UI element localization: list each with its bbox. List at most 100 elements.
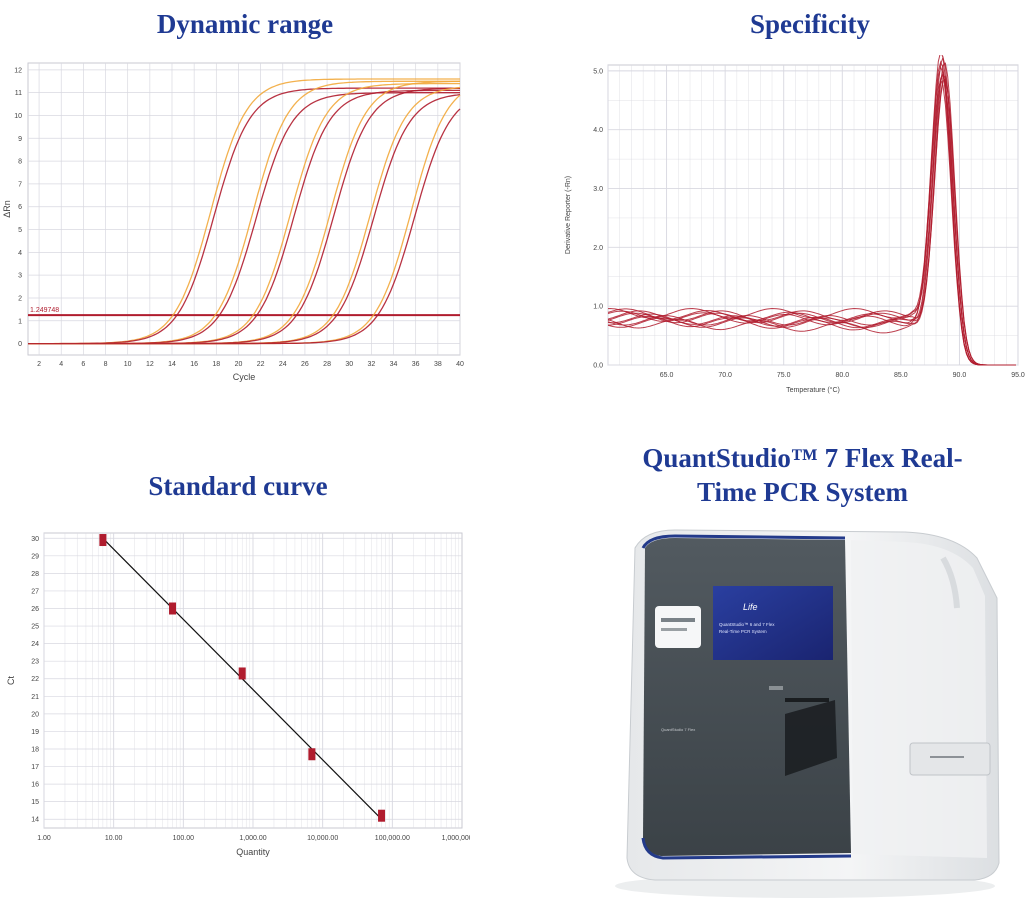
x-tick-label: 65.0 [660,372,674,379]
x-tick-label: 20 [235,361,243,368]
y-tick-label: 17 [31,764,39,771]
screen-line-1: QuantStudio™ 6 and 7 Flex [719,622,775,627]
x-tick-label: 32 [367,361,375,368]
y-tick-label: 15 [31,799,39,806]
plot-area [27,62,461,356]
y-tick-label: 20 [31,711,39,718]
melt-curve [607,65,1016,366]
x-tick-label: 85.0 [894,372,908,379]
y-tick-label: 26 [31,606,39,613]
melt-curve [607,78,1016,366]
standard-curve-plot: 1.00 10.00 100.00 1,000.00 10,000.00 100,000.… [6,532,470,857]
x-tick-label: 2 [37,361,41,368]
x-tick-label: 36 [412,361,420,368]
y-axis-label: Derivative Reporter (-Rn) [565,176,572,254]
x-tick-label: 12 [146,361,154,368]
y-tick-label: 3.0 [593,186,603,193]
amplification-curve [28,108,461,345]
x-tick-label: 14 [168,361,176,368]
y-tick-label: 22 [31,676,39,683]
melt-curve [607,62,1016,366]
x-tick-label: 10.00 [105,835,123,842]
y-tick-label: 29 [31,553,39,560]
instrument-title: QuantStudio™ 7 Flex Real-Time PCR System [642,443,963,507]
x-axis-label: Cycle [233,372,256,382]
y-axis-label: ΔRn [2,200,12,218]
y-tick-label: 27 [31,588,39,595]
x-tick-label: 100,000.00 [375,835,410,842]
y-tick-label: 28 [31,571,39,578]
x-tick-label: 1,000.00 [239,835,266,842]
x-tick-label: 70.0 [718,372,732,379]
x-tick-label: 1.00 [37,835,51,842]
instrument-logo-panel [655,606,701,648]
x-tick-label: 80.0 [835,372,849,379]
instrument-badge: QuantStudio 7 Flex [661,727,695,732]
melt-curve-plot: 65.0 70.0 75.0 80.0 85.0 90.0 95.0 0.0 1.0 2.0 3.0… [565,55,1025,394]
x-tick-label: 95.0 [1011,372,1025,379]
x-tick-label: 40 [456,361,464,368]
dynamic-range-title: Dynamic range [156,9,334,39]
y-tick-label: 3 [18,273,22,280]
y-tick-label: 7 [18,181,22,188]
x-tick-label: 38 [434,361,442,368]
quantstudio-instrument-image: Life QuantStudio™ 6 and 7 Flex Real-Time… [615,529,1000,898]
x-tick-label: 1,000,000.00 [442,835,470,842]
specificity-title: Specificity [750,9,870,39]
x-tick-label: 26 [301,361,309,368]
y-tick-label: 4.0 [593,127,603,134]
y-tick-label: 1.0 [593,304,603,311]
instrument-touchscreen [713,586,833,660]
x-tick-label: 16 [190,361,198,368]
x-tick-label: 10 [124,361,132,368]
x-tick-label: 8 [104,361,108,368]
y-tick-label: 6 [18,204,22,211]
x-tick-label: 34 [390,361,398,368]
y-tick-label: 19 [31,729,39,736]
x-tick-label: 90.0 [953,372,967,379]
screen-brand: Life [743,602,758,612]
x-tick-label: 18 [212,361,220,368]
y-tick-label: 18 [31,746,39,753]
x-tick-label: 6 [81,361,85,368]
y-tick-label: 4 [18,250,22,257]
x-tick-label: 100.00 [173,835,195,842]
y-tick-label: 30 [31,536,39,543]
threshold-label: 1.249748 [30,307,59,314]
y-tick-label: 0 [18,341,22,348]
y-tick-label: 5 [18,227,22,234]
y-tick-label: 24 [31,641,39,648]
y-tick-label: 21 [31,694,39,701]
amplification-plot: 2 4 6 8 10 12 14 16 18 20 22 24 26 28 30 32 34 36 38 400123… [2,62,464,382]
y-axis-label: Ct [6,676,16,685]
y-tick-label: 16 [31,782,39,789]
y-tick-label: 0.0 [593,363,603,370]
standard-point [169,602,177,615]
standard-curve-title: Standard curve [148,471,328,501]
x-axis-label: Temperature (°C) [786,386,840,394]
x-tick-label: 22 [257,361,265,368]
y-tick-label: 12 [14,67,22,74]
y-tick-label: 23 [31,659,39,666]
x-tick-label: 75.0 [777,372,791,379]
standard-point [99,534,107,547]
standard-point [238,667,246,680]
y-tick-label: 11 [15,90,22,97]
y-tick-label: 9 [18,136,22,143]
x-axis-label: Quantity [236,847,270,857]
x-tick-label: 30 [345,361,353,368]
y-tick-label: 14 [31,817,39,824]
x-tick-label: 10,000.00 [307,835,338,842]
y-tick-label: 10 [14,113,22,120]
x-tick-label: 28 [323,361,331,368]
y-tick-label: 25 [31,624,39,631]
y-tick-label: 2.0 [593,245,603,252]
y-tick-label: 2 [18,295,22,302]
y-tick-label: 8 [18,159,22,166]
screen-line-2: Real-Time PCR System [719,629,767,634]
standard-point [308,748,316,761]
y-tick-label: 1 [18,318,22,325]
x-tick-label: 4 [59,361,63,368]
x-tick-label: 24 [279,361,287,368]
standard-point [378,809,386,822]
